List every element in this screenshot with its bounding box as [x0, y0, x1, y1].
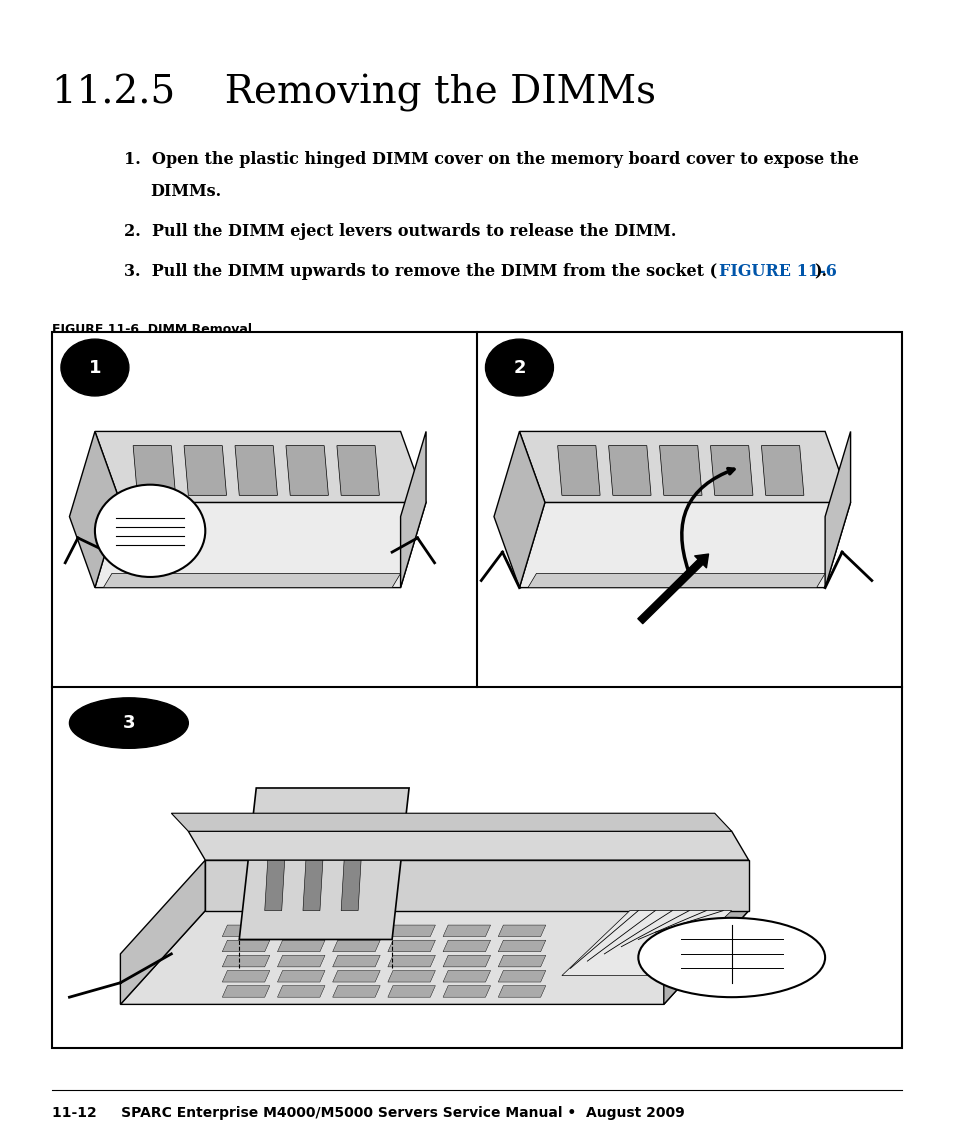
- Polygon shape: [442, 955, 490, 966]
- Polygon shape: [239, 788, 409, 939]
- Polygon shape: [608, 445, 650, 496]
- Text: 11-12     SPARC Enterprise M4000/M5000 Servers Service Manual •  August 2009: 11-12 SPARC Enterprise M4000/M5000 Serve…: [52, 1106, 684, 1120]
- Polygon shape: [442, 986, 490, 997]
- Polygon shape: [277, 986, 325, 997]
- Text: 3.  Pull the DIMM upwards to remove the DIMM from the socket (: 3. Pull the DIMM upwards to remove the D…: [124, 263, 717, 281]
- Polygon shape: [222, 955, 270, 966]
- Polygon shape: [388, 955, 435, 966]
- Polygon shape: [497, 940, 545, 951]
- Polygon shape: [497, 955, 545, 966]
- Polygon shape: [188, 831, 748, 860]
- Polygon shape: [388, 986, 435, 997]
- Polygon shape: [388, 971, 435, 982]
- Polygon shape: [303, 838, 324, 910]
- Text: FIGURE 11-6  DIMM Removal: FIGURE 11-6 DIMM Removal: [52, 323, 253, 335]
- Polygon shape: [222, 986, 270, 997]
- Polygon shape: [442, 940, 490, 951]
- Polygon shape: [70, 432, 120, 587]
- Polygon shape: [558, 445, 599, 496]
- Polygon shape: [264, 838, 286, 910]
- Text: DIMMs.: DIMMs.: [151, 183, 222, 200]
- Polygon shape: [222, 971, 270, 982]
- Circle shape: [61, 339, 129, 396]
- Polygon shape: [222, 940, 270, 951]
- Polygon shape: [400, 432, 426, 587]
- Polygon shape: [388, 940, 435, 951]
- Polygon shape: [760, 445, 803, 496]
- Polygon shape: [494, 432, 544, 587]
- Polygon shape: [95, 432, 426, 503]
- Circle shape: [638, 918, 824, 997]
- Polygon shape: [222, 925, 270, 937]
- Text: ).: ).: [813, 263, 826, 281]
- Polygon shape: [133, 445, 175, 496]
- Polygon shape: [277, 955, 325, 966]
- Text: FIGURE 11-6: FIGURE 11-6: [719, 263, 837, 281]
- Polygon shape: [333, 986, 380, 997]
- Circle shape: [485, 339, 553, 396]
- Polygon shape: [184, 445, 226, 496]
- Text: 11.2.5    Removing the DIMMs: 11.2.5 Removing the DIMMs: [52, 74, 656, 112]
- Polygon shape: [527, 574, 824, 587]
- Polygon shape: [277, 940, 325, 951]
- Polygon shape: [333, 971, 380, 982]
- Polygon shape: [659, 445, 701, 496]
- Polygon shape: [333, 955, 380, 966]
- Polygon shape: [388, 925, 435, 937]
- Polygon shape: [95, 503, 426, 587]
- Polygon shape: [205, 860, 748, 910]
- Polygon shape: [172, 813, 731, 831]
- Bar: [52, 332, 901, 1048]
- Polygon shape: [710, 445, 752, 496]
- Polygon shape: [277, 925, 325, 937]
- Polygon shape: [103, 574, 400, 587]
- Polygon shape: [341, 838, 362, 910]
- Circle shape: [70, 697, 188, 749]
- Polygon shape: [442, 925, 490, 937]
- Polygon shape: [663, 860, 748, 1004]
- Polygon shape: [561, 910, 731, 976]
- Text: 2.  Pull the DIMM eject levers outwards to release the DIMM.: 2. Pull the DIMM eject levers outwards t…: [124, 223, 676, 240]
- FancyArrowPatch shape: [638, 554, 708, 624]
- Polygon shape: [497, 986, 545, 997]
- Text: 1.  Open the plastic hinged DIMM cover on the memory board cover to expose the: 1. Open the plastic hinged DIMM cover on…: [124, 151, 858, 168]
- Polygon shape: [442, 971, 490, 982]
- Polygon shape: [120, 860, 205, 1004]
- Polygon shape: [277, 971, 325, 982]
- Polygon shape: [824, 432, 850, 587]
- Text: 1: 1: [89, 358, 101, 377]
- Polygon shape: [333, 940, 380, 951]
- Polygon shape: [333, 925, 380, 937]
- Polygon shape: [120, 910, 748, 1004]
- Polygon shape: [518, 432, 850, 503]
- Text: 2: 2: [513, 358, 525, 377]
- Polygon shape: [234, 445, 277, 496]
- Circle shape: [95, 484, 205, 577]
- Polygon shape: [336, 445, 379, 496]
- Text: 3: 3: [123, 714, 135, 732]
- Polygon shape: [497, 971, 545, 982]
- Polygon shape: [497, 925, 545, 937]
- Polygon shape: [286, 445, 328, 496]
- Polygon shape: [518, 503, 850, 587]
